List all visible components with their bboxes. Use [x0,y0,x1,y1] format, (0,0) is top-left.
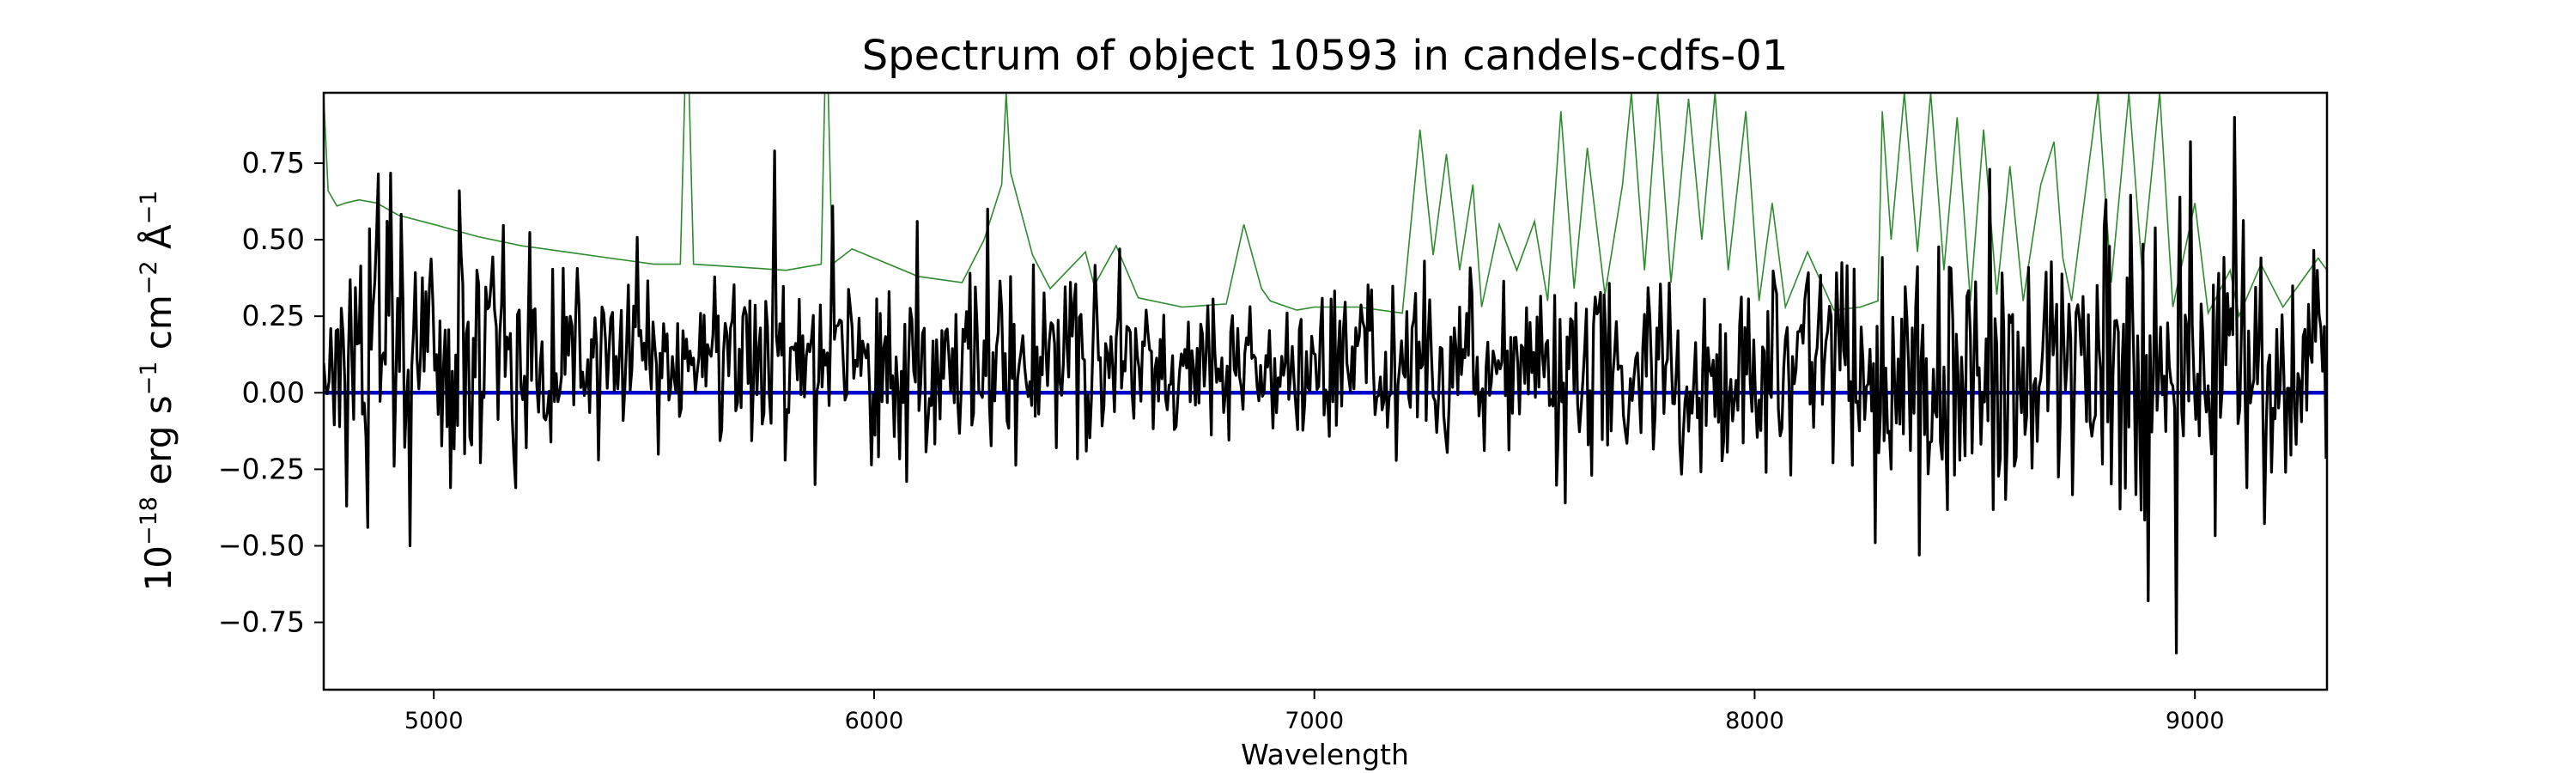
y-tick-label: 0.75 [242,146,305,180]
y-label-cm-exp: −2 [136,260,162,295]
y-label-angstrom-exp: −1 [136,191,162,225]
flux-spectrum-line [324,115,2327,654]
y-tick-label: 0.50 [242,222,305,256]
series-layer [324,93,2327,654]
plot-frame [322,91,2329,691]
chart-title: Spectrum of object 10593 in candels-cdfs… [862,32,1789,80]
x-axis-label: Wavelength [1241,738,1409,771]
y-label-base: 10 [137,545,179,591]
y-tick-label: 0.00 [242,375,305,409]
y-tick-label: −0.50 [218,528,305,562]
y-axis-label: 10−18 erg s−1 cm−2 Å−1 [136,191,179,592]
y-label-angstrom: Å [137,224,179,260]
y-tick-label: −0.25 [218,452,305,485]
y-label-erg: erg s [137,395,179,496]
y-label-cm: cm [137,295,179,361]
x-tick-label: 6000 [845,708,904,734]
y-label-base-exp: −18 [136,496,162,545]
y-tick-label: 0.25 [242,299,305,332]
y-axis: 0.75 0.50 0.25 0.00 −0.25 −0.50 −0.75 [218,146,324,639]
y-label-s-exp: −1 [136,362,162,396]
x-tick-label: 8000 [1725,708,1784,734]
x-tick-label: 7000 [1285,708,1344,734]
x-tick-label: 5000 [404,708,464,734]
x-tick-label: 9000 [2166,708,2225,734]
error-spectrum-line [324,93,2327,319]
y-tick-label: −0.75 [218,606,305,639]
x-axis: 5000 6000 7000 8000 9000 [404,690,2225,734]
